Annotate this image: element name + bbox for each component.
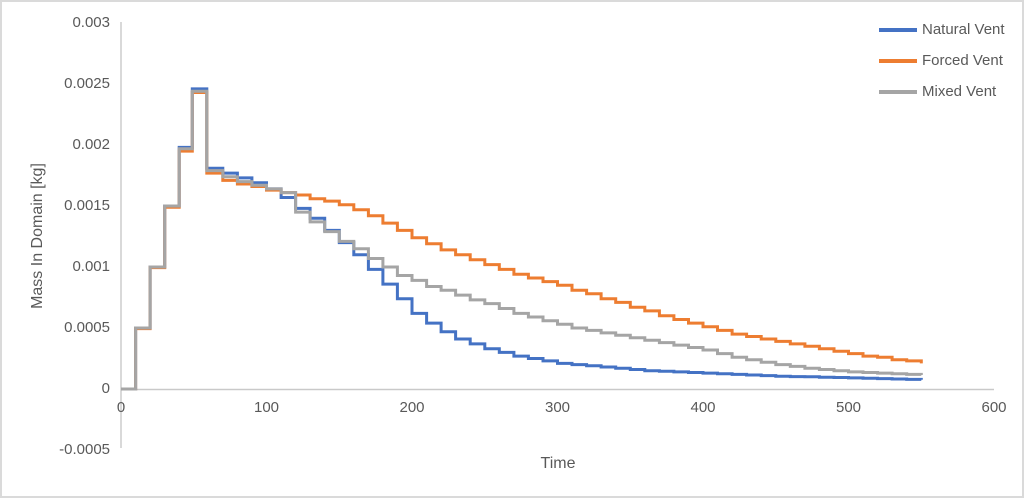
legend: Natural Vent Forced Vent Mixed Vent [879,14,1005,107]
y-tick-label-0.0025: 0.0025 [64,75,110,92]
y-tick-label-0.001: 0.001 [72,258,110,275]
x-tick-label-500: 500 [835,399,862,416]
y-tick-label-0.003: 0.003 [72,14,110,31]
legend-item-mixed-vent: Mixed Vent [879,76,1005,107]
legend-label-mixed-vent: Mixed Vent [922,83,997,100]
x-tick-label-200: 200 [399,399,425,416]
x-tick-label-600: 600 [981,399,1007,416]
series-line-forced-vent [121,91,923,391]
x-tick-label-0: 0 [116,399,126,416]
legend-label-forced-vent: Forced Vent [922,52,1003,69]
x-tick-label-300: 300 [544,399,571,416]
y-tick-label-0: 0 [101,380,110,397]
mixed-vent-line-swatch [879,89,917,94]
legend-item-forced-vent: Forced Vent [879,45,1005,76]
series-line-mixed-vent [121,89,923,391]
forced-vent-line-swatch [879,58,917,63]
x-tick-label-100: 100 [253,399,280,416]
legend-label-natural-vent: Natural Vent [922,21,1005,38]
series-line-natural-vent [121,87,923,391]
y-tick-label--0.0005: -0.0005 [59,441,110,458]
series-lines [121,87,923,391]
y-tick-label-0.002: 0.002 [72,136,110,153]
x-tick-label-400: 400 [690,399,716,416]
natural-vent-line-swatch [879,27,917,32]
legend-item-natural-vent: Natural Vent [879,14,1005,45]
axes [120,22,994,448]
x-axis-title: Time [540,455,576,472]
y-tick-label-0.0015: 0.0015 [64,197,110,214]
y-tick-label-0.0005: 0.0005 [64,319,110,336]
